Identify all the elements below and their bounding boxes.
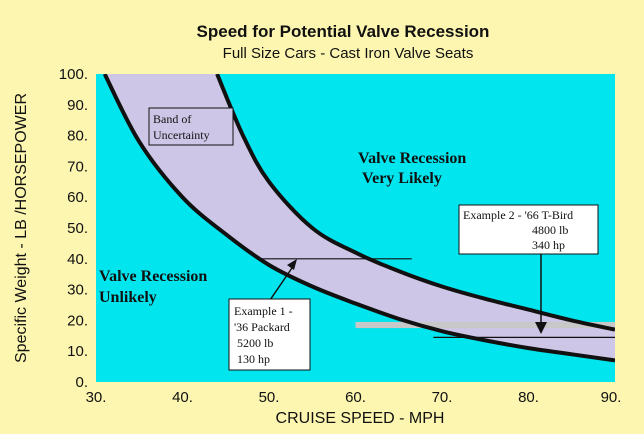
- y-tick-label: 100.: [59, 66, 88, 83]
- example-1-callout: Example 1 - '36 Packard 5200 lb 130 hp: [228, 259, 311, 371]
- x-tick-label: 30.: [86, 389, 107, 406]
- very-likely-label-line-2: Very Likely: [362, 170, 442, 187]
- example-2-line-3: 340 hp: [532, 238, 565, 252]
- unlikely-label-line-1: Valve Recession: [99, 268, 207, 285]
- y-tick-label: 20.: [67, 312, 88, 329]
- y-tick-label: 80.: [67, 128, 88, 145]
- x-axis-label: CRUISE SPEED - MPH: [276, 410, 445, 427]
- x-tick-label: 80.: [518, 389, 539, 406]
- y-tick-label: 10.: [67, 343, 88, 360]
- x-tick-label: 90.: [601, 389, 622, 406]
- example-1-line-4: 130 hp: [237, 352, 270, 366]
- y-tick-label: 0.: [75, 374, 88, 391]
- band-label-line-2: Uncertainty: [153, 128, 210, 142]
- y-tick-label: 30.: [67, 282, 88, 299]
- uncertainty-band: [104, 74, 615, 361]
- band-lower-boundary: [102, 74, 615, 363]
- y-axis-ticks: 0. 10. 20. 30. 40. 50. 60. 70. 80. 90. 100.: [59, 66, 88, 391]
- example-1-line-1: Example 1 -: [234, 304, 293, 318]
- y-tick-label: 60.: [67, 189, 88, 206]
- very-likely-label-line-1: Valve Recession: [358, 150, 466, 167]
- y-tick-label: 90.: [67, 97, 88, 114]
- x-tick-label: 60.: [345, 389, 366, 406]
- example-1-line-3: 5200 lb: [237, 336, 273, 350]
- band-label-line-1: Band of: [153, 112, 191, 126]
- unlikely-label-line-2: Unlikely: [99, 289, 157, 306]
- x-tick-label: 40.: [172, 389, 193, 406]
- example-2-callout: Example 2 - '66 T-Bird 4800 lb 340 hp: [458, 204, 599, 334]
- chart-subtitle: Full Size Cars - Cast Iron Valve Seats: [223, 45, 474, 62]
- x-tick-label: 50.: [259, 389, 280, 406]
- x-tick-label: 70.: [432, 389, 453, 406]
- band-upper-boundary: [215, 74, 615, 332]
- example-1-line-2: '36 Packard: [234, 320, 290, 334]
- chart-title: Speed for Potential Valve Recession: [197, 22, 490, 41]
- band-of-uncertainty-label: Band of Uncertainty: [148, 107, 234, 146]
- y-tick-label: 70.: [67, 158, 88, 175]
- y-tick-label: 40.: [67, 251, 88, 268]
- example-2-line-1: Example 2 - '66 T-Bird: [463, 208, 573, 222]
- y-axis-label: Specific Weight - LB /HORSEPOWER: [13, 93, 30, 363]
- example-2-line-2: 4800 lb: [532, 223, 568, 237]
- x-axis-ticks: 30. 40. 50. 60. 70. 80. 90.: [86, 389, 622, 406]
- y-tick-label: 50.: [67, 220, 88, 237]
- example-2-range-bar: [355, 321, 615, 329]
